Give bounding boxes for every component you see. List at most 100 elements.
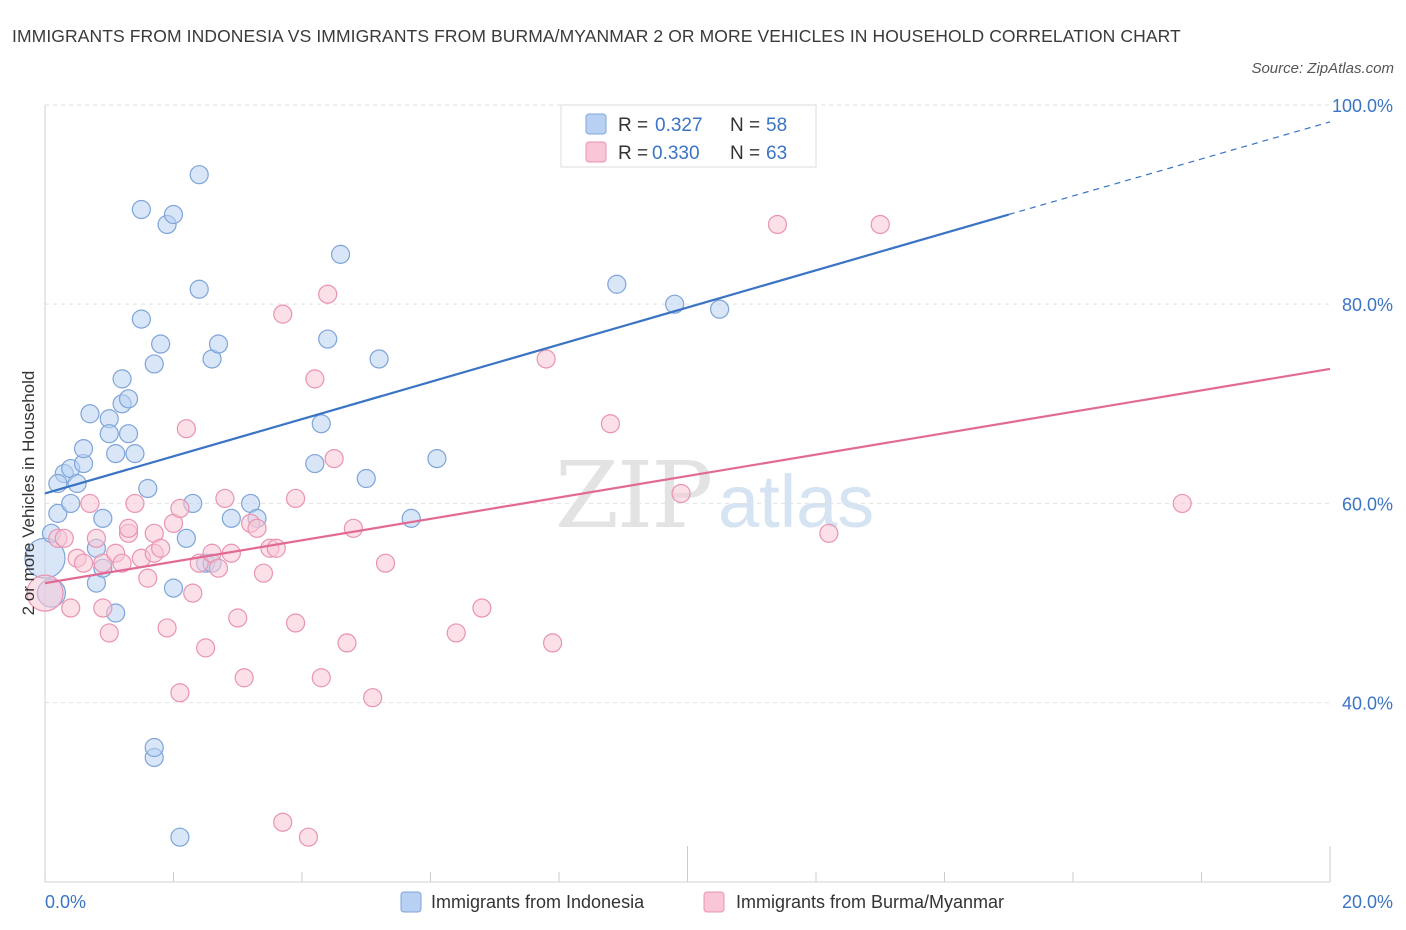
y-tick-label-3: 100.0%: [1332, 96, 1393, 116]
point-series1-9: [93, 553, 113, 573]
point-series0-29: [144, 737, 164, 758]
point-series1-39: [266, 538, 286, 558]
source-credit: Source: ZipAtlas.com: [1251, 60, 1394, 77]
point-series0-15: [93, 508, 113, 528]
point-series0-19: [106, 444, 126, 464]
chart-title: IMMIGRANTS FROM INDONESIA VS IMMIGRANTS …: [12, 26, 1181, 46]
point-series1-53: [446, 623, 466, 643]
point-series1-60: [819, 523, 839, 543]
legend-n-label-2: N =: [730, 143, 760, 164]
point-series1-46: [311, 668, 331, 688]
point-series1-61: [870, 214, 890, 235]
point-series1-44: [298, 827, 319, 847]
trend-line-series1: [44, 367, 1331, 585]
point-series1-17: [138, 568, 158, 588]
trend-lines: [44, 121, 1331, 585]
point-series0-52: [401, 508, 421, 528]
point-series1-62: [1172, 493, 1192, 514]
point-series1-58: [671, 483, 691, 504]
point-series1-47: [318, 284, 338, 304]
point-series0-39: [189, 165, 209, 185]
y-axis-label: 2 or more Vehicles in Household: [19, 371, 38, 616]
point-series0-43: [221, 508, 241, 528]
point-series0-36: [176, 528, 196, 548]
point-series1-30: [208, 558, 229, 578]
point-series1-52: [375, 553, 396, 573]
point-series0-51: [369, 349, 389, 369]
point-series0-26: [131, 309, 151, 329]
point-series1-6: [80, 493, 100, 514]
point-series0-56: [710, 299, 730, 319]
point-series1-49: [337, 633, 357, 653]
y-tick-label-2: 80.0%: [1342, 295, 1393, 315]
point-series1-25: [176, 419, 196, 439]
point-series1-15: [125, 493, 145, 514]
point-series1-40: [273, 304, 293, 324]
point-series1-59: [767, 214, 788, 235]
series-swatch-indonesia: [400, 891, 422, 913]
series-legend: Immigrants from Indonesia Immigrants fro…: [400, 891, 1004, 913]
point-series1-55: [536, 349, 556, 369]
point-series0-48: [318, 329, 338, 349]
point-series1-0: [26, 574, 64, 612]
series-swatch-burma: [703, 891, 725, 913]
series-label-burma: Immigrants from Burma/Myanmar: [736, 892, 1004, 912]
trend-line-series0: [44, 213, 1010, 495]
point-series1-3: [61, 598, 81, 618]
point-series1-10: [99, 623, 119, 643]
point-series1-48: [324, 448, 344, 469]
point-series1-37: [253, 563, 274, 583]
legend-r-label-2: R =: [618, 143, 648, 164]
y-tick-labels: 40.0% 60.0% 80.0% 100.0%: [1332, 96, 1393, 714]
point-series1-45: [305, 369, 325, 389]
point-series0-33: [163, 204, 184, 225]
point-series1-23: [170, 498, 190, 519]
point-series1-33: [228, 608, 248, 628]
point-series0-49: [330, 244, 351, 264]
point-series1-5: [73, 553, 94, 573]
legend-n-label-1: N =: [730, 115, 760, 136]
point-series0-53: [427, 448, 447, 469]
watermark-atlas: atlas: [718, 460, 874, 543]
point-series1-50: [343, 518, 363, 538]
point-series1-2: [54, 528, 74, 548]
trend-extension-series0: [1008, 121, 1331, 216]
point-series0-11: [80, 404, 100, 424]
point-series0-46: [305, 453, 325, 474]
x-tick-label-max: 20.0%: [1342, 892, 1393, 912]
point-series1-51: [363, 688, 383, 708]
point-series1-43: [285, 488, 306, 509]
point-series0-23: [118, 424, 139, 444]
legend-r-value-1: 0.327: [655, 115, 703, 136]
point-series1-57: [600, 414, 621, 434]
point-series0-27: [138, 478, 158, 499]
legend-n-value-2: 63: [766, 143, 787, 164]
point-series0-38: [189, 279, 209, 299]
point-series1-54: [472, 598, 492, 618]
point-series1-7: [86, 528, 107, 548]
point-series1-20: [151, 538, 171, 558]
point-series0-35: [170, 827, 190, 847]
point-series0-54: [607, 274, 627, 294]
y-tick-label-0: 40.0%: [1342, 694, 1393, 714]
point-series0-30: [144, 354, 164, 374]
point-series1-24: [170, 683, 190, 703]
point-series0-10: [73, 439, 94, 459]
point-series0-22: [118, 389, 139, 409]
point-series0-2: [48, 503, 68, 523]
point-series0-34: [163, 578, 184, 598]
point-series1-12: [112, 553, 132, 573]
point-series1-14: [118, 518, 139, 538]
point-series0-17: [99, 424, 119, 444]
axes: [44, 105, 1331, 883]
point-series0-31: [151, 334, 171, 354]
point-series0-47: [311, 414, 331, 434]
point-series0-55: [665, 294, 685, 314]
point-series0-25: [131, 199, 151, 220]
legend-swatch-indonesia: [585, 113, 607, 135]
point-series0-50: [356, 468, 376, 489]
point-series1-31: [215, 488, 235, 509]
series-label-indonesia: Immigrants from Indonesia: [431, 892, 645, 912]
point-series0-24: [125, 444, 145, 464]
